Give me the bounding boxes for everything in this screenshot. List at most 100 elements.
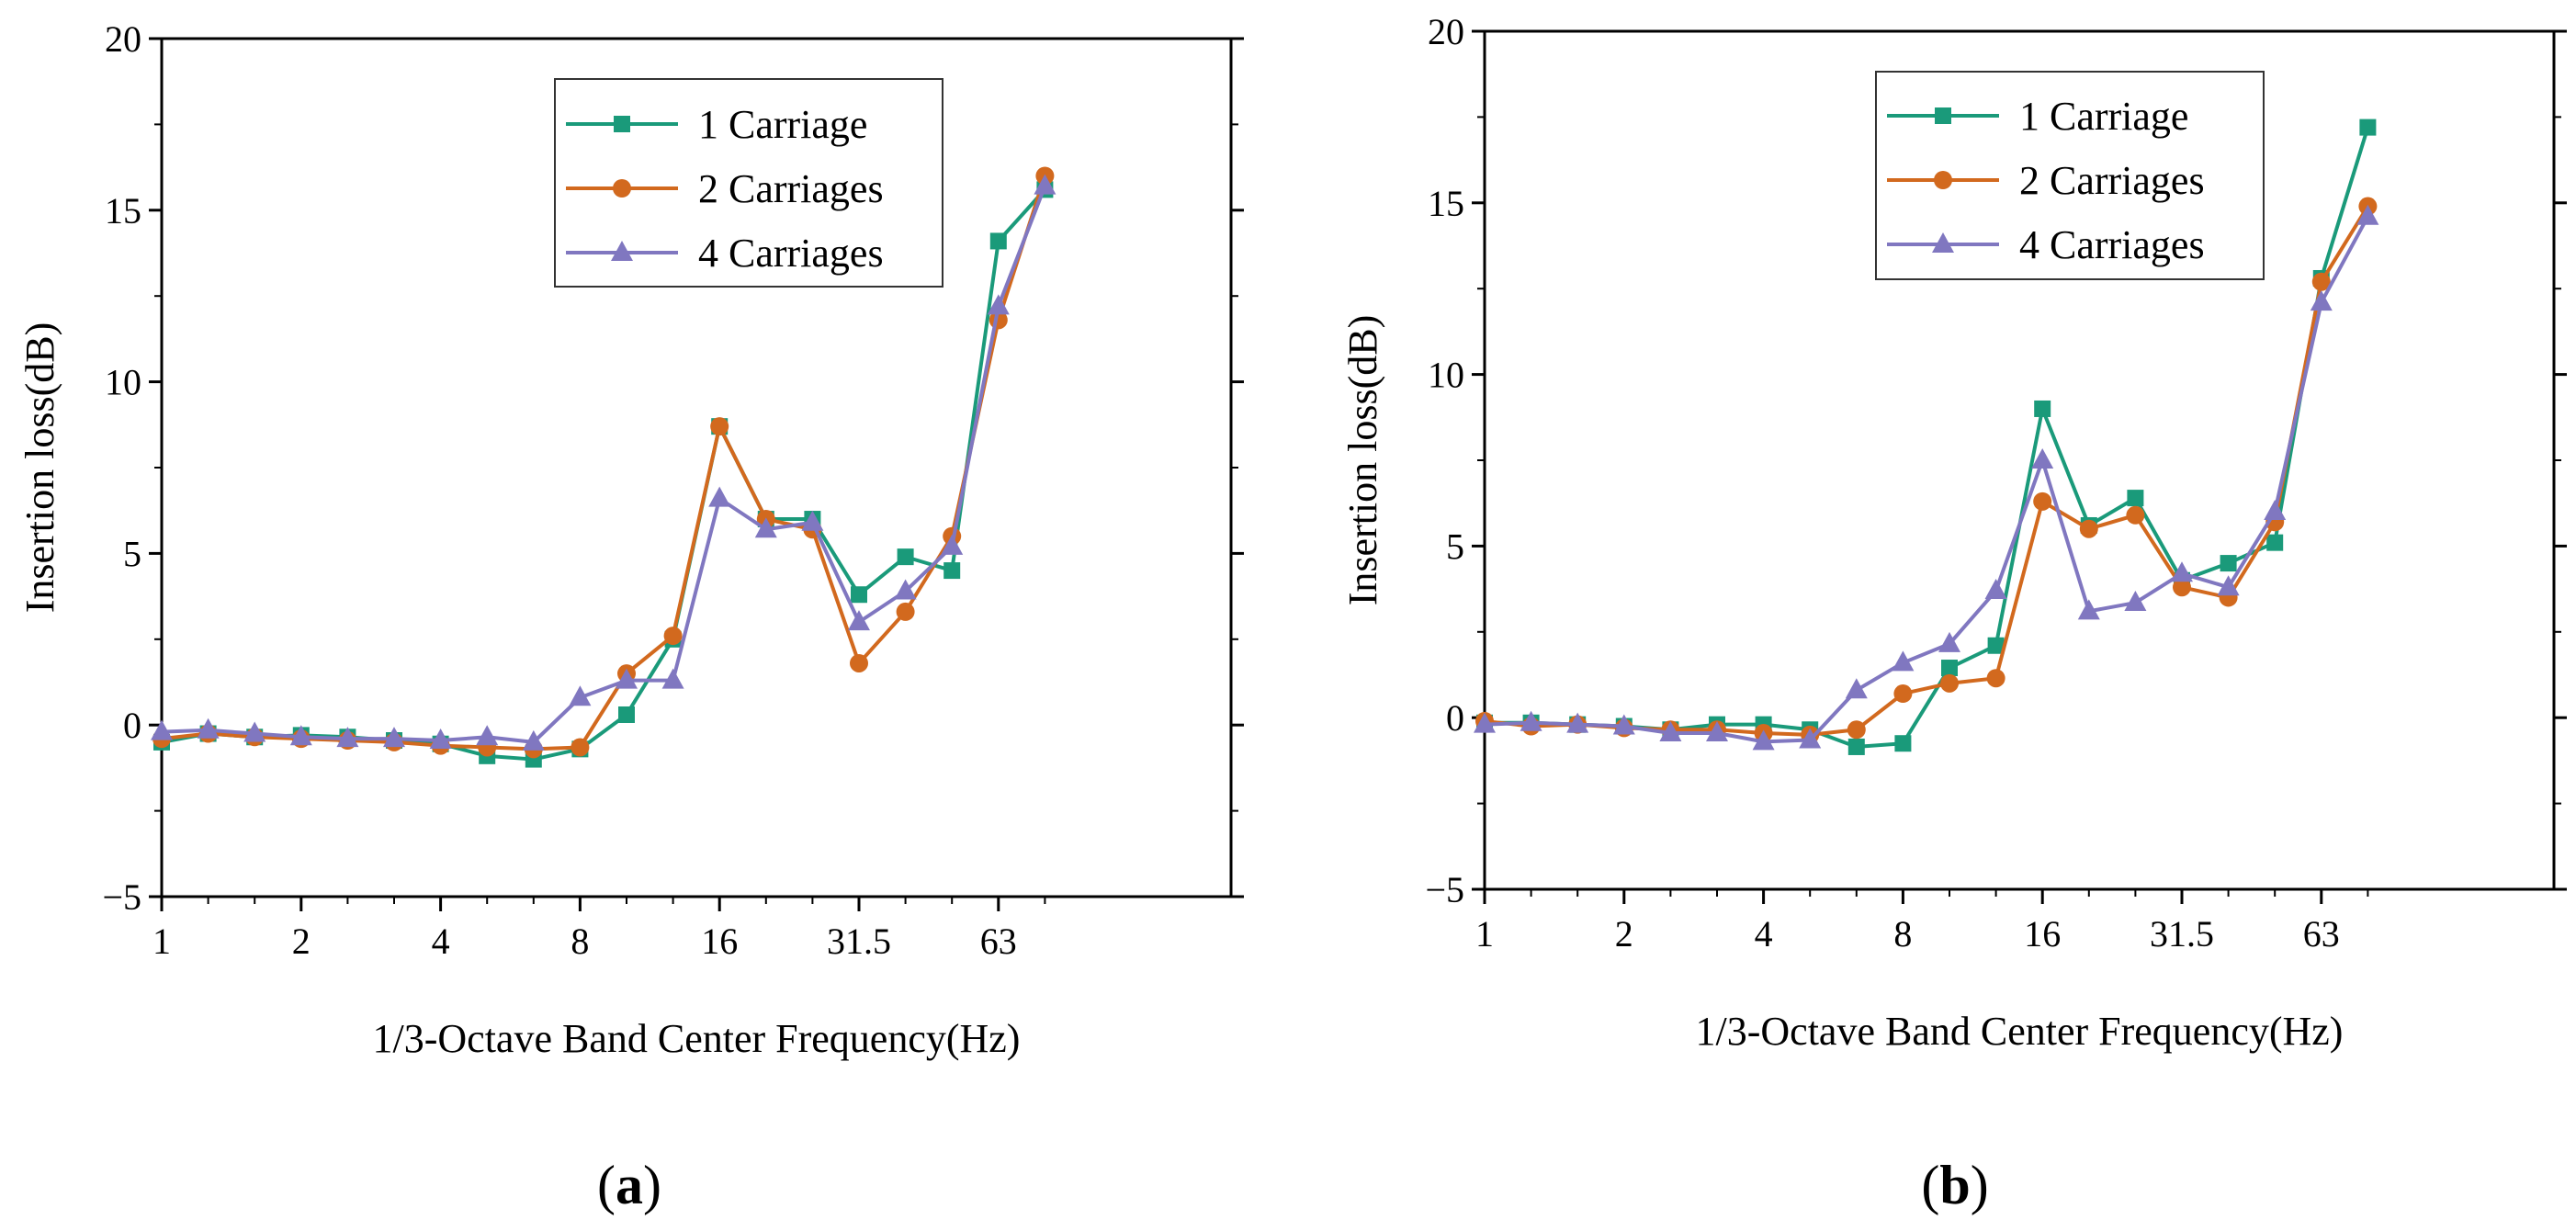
- x-tick-label-a: 1: [153, 921, 171, 962]
- y-axis-a: −5 0 5 10 15 20: [102, 18, 1244, 918]
- data-point-4-carriages-b: [1892, 650, 1915, 672]
- legend-marker-1-carriage-b: [1935, 107, 1951, 124]
- data-point-4-carriages-b: [1659, 721, 1682, 742]
- y-axis-b: −5 0 5 10 15 20: [1425, 11, 2567, 910]
- y-tick-label-b: 20: [1428, 11, 1464, 52]
- data-point-4-carriages-a: [522, 729, 545, 751]
- data-point-4-carriages-b: [2217, 575, 2240, 596]
- data-point-4-carriages-b: [1474, 712, 1496, 733]
- data-point-4-carriages-b: [2356, 204, 2379, 225]
- data-point-1-carriage-a: [618, 706, 635, 723]
- y-tick-label-a: 20: [105, 18, 141, 60]
- data-point-4-carriages-b: [1612, 714, 1635, 735]
- data-point-4-carriages-b: [2031, 448, 2054, 469]
- data-point-4-carriages-a: [848, 610, 870, 631]
- data-point-4-carriages-a: [429, 729, 452, 750]
- y-tick-label-a: 10: [105, 362, 141, 403]
- data-point-4-carriages-b: [1706, 721, 1728, 742]
- data-point-4-carriages-b: [1566, 712, 1589, 733]
- legend-marker-2-carriages-a: [613, 179, 631, 198]
- data-point-4-carriages-a: [383, 727, 405, 748]
- data-point-4-carriages-b: [2124, 591, 2147, 612]
- y-tick-label-a: 5: [123, 533, 141, 574]
- data-point-1-carriage-b: [2034, 400, 2051, 417]
- x-tick-label-b: 16: [2024, 913, 2061, 955]
- data-point-1-carriage-a: [851, 586, 867, 604]
- x-tick-label-a: 8: [571, 921, 589, 962]
- data-point-1-carriage-a: [897, 548, 914, 566]
- data-point-4-carriages-a: [754, 517, 777, 538]
- data-point-2-carriages-b: [2173, 578, 2191, 597]
- y-tick-label-b: 15: [1428, 183, 1464, 224]
- series-a: [151, 166, 1056, 768]
- data-point-2-carriages-b: [1893, 684, 1913, 704]
- legend-label-2-carriages-a: 2 Carriages: [698, 166, 884, 211]
- y-tick-label-a: −5: [102, 876, 141, 918]
- legend-marker-4-carriages-a: [611, 241, 633, 261]
- legend-label-4-carriages-b: 4 Carriages: [2019, 222, 2205, 267]
- data-point-2-carriages-b: [1986, 669, 2005, 688]
- legend-a: 1 Carriage 2 Carriages 4 Carriages: [554, 78, 943, 288]
- series-line-2-carriages-b: [1484, 205, 2370, 737]
- x-axis-b: 1 2 4 8 16 31.5 63: [1475, 889, 2369, 955]
- data-point-4-carriages-a: [661, 668, 684, 689]
- x-axis-a: 1 2 4 8 16 31.5 63: [153, 897, 1046, 962]
- data-point-2-carriages-b: [2126, 505, 2145, 525]
- x-tick-label-b: 2: [1615, 913, 1633, 955]
- data-point-4-carriages-b: [1752, 729, 1775, 751]
- legend-label-4-carriages-a: 4 Carriages: [698, 231, 884, 276]
- legend-label-1-carriage-a: 1 Carriage: [698, 102, 867, 147]
- x-tick-label-a: 31.5: [827, 921, 891, 962]
- x-tick-label-b: 4: [1755, 913, 1773, 955]
- panel-label-a: (a): [597, 1155, 661, 1215]
- x-tick-label-a: 16: [701, 921, 738, 962]
- data-point-2-carriages-a: [850, 653, 868, 672]
- data-point-2-carriages-b: [2311, 272, 2331, 291]
- data-point-4-carriages-a: [336, 727, 359, 748]
- data-point-4-carriages-a: [151, 719, 173, 740]
- y-axis-title-b: Insertion loss(dB): [1340, 315, 1385, 606]
- data-point-2-carriages-a: [896, 602, 915, 621]
- y-tick-label-b: 5: [1446, 525, 1464, 567]
- data-point-4-carriages-a: [941, 534, 964, 555]
- data-point-1-carriage-b: [1941, 660, 1958, 677]
- legend-marker-2-carriages-b: [1934, 171, 1952, 189]
- data-point-2-carriages-a: [710, 417, 729, 436]
- series-line-4-carriages-b: [1484, 215, 2370, 744]
- data-point-4-carriages-a: [708, 486, 731, 507]
- data-point-4-carriages-b: [2310, 290, 2333, 311]
- data-point-4-carriages-a: [616, 668, 638, 689]
- legend-marker-4-carriages-b: [1932, 232, 1954, 253]
- data-point-4-carriages-b: [2077, 599, 2100, 620]
- data-point-1-carriage-b: [1987, 637, 2005, 654]
- data-point-4-carriages-b: [1984, 578, 2007, 599]
- data-point-1-carriage-b: [2220, 555, 2237, 572]
- data-point-4-carriages-a: [801, 510, 824, 531]
- x-tick-label-a: 4: [432, 921, 450, 962]
- data-point-2-carriages-b: [1940, 673, 1959, 693]
- legend-label-1-carriage-b: 1 Carriage: [2019, 94, 2188, 139]
- x-tick-label-b: 31.5: [2150, 913, 2214, 955]
- legend-b: 1 Carriage 2 Carriages 4 Carriages: [1875, 71, 2265, 280]
- x-tick-label-b: 1: [1475, 913, 1494, 955]
- data-point-4-carriages-a: [476, 725, 499, 746]
- data-point-4-carriages-b: [2264, 500, 2287, 521]
- legend-marker-1-carriage-a: [614, 116, 630, 132]
- data-point-1-carriage-b: [1847, 738, 1865, 755]
- y-tick-label-b: −5: [1425, 869, 1464, 910]
- data-point-4-carriages-b: [1520, 710, 1542, 731]
- y-tick-label-b: 10: [1428, 355, 1464, 396]
- data-point-2-carriages-b: [1847, 720, 1866, 740]
- x-tick-label-b: 8: [1893, 913, 1912, 955]
- data-point-4-carriages-a: [569, 685, 592, 706]
- data-point-4-carriages-a: [289, 725, 312, 746]
- data-point-1-carriage-a: [989, 232, 1007, 250]
- data-point-2-carriages-b: [2033, 491, 2052, 511]
- data-point-1-carriage-b: [2266, 534, 2284, 551]
- x-tick-label-b: 63: [2303, 913, 2340, 955]
- data-point-4-carriages-a: [987, 294, 1010, 315]
- x-tick-label-a: 63: [980, 921, 1017, 962]
- data-point-2-carriages-a: [663, 627, 683, 646]
- series-b: [1474, 119, 2379, 755]
